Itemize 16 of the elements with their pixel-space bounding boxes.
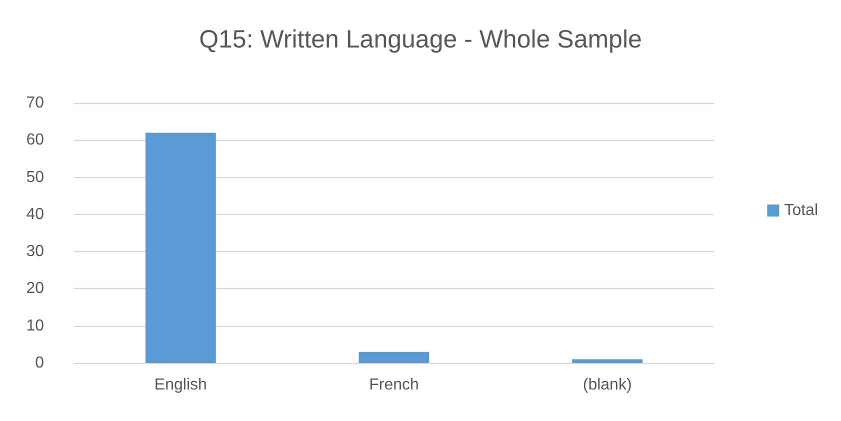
bar <box>572 359 643 363</box>
y-tick-label: 40 <box>26 206 44 223</box>
y-tick-label: 20 <box>26 280 44 298</box>
y-tick-label: 60 <box>26 132 44 149</box>
y-tick-label: 30 <box>26 243 44 260</box>
chart-title: Q15: Written Language - Whole Sample <box>199 26 642 54</box>
y-tick-label: 50 <box>26 168 44 186</box>
y-tick-label: 10 <box>26 317 44 334</box>
y-tick-label: 70 <box>26 94 44 112</box>
x-tick-label: (blank) <box>582 376 632 394</box>
legend-label: Total <box>784 202 818 219</box>
bar <box>145 132 216 363</box>
x-tick-label: French <box>369 376 419 394</box>
bar <box>358 352 430 363</box>
y-tick-label: 0 <box>35 354 44 372</box>
x-tick-label: English <box>154 376 207 394</box>
